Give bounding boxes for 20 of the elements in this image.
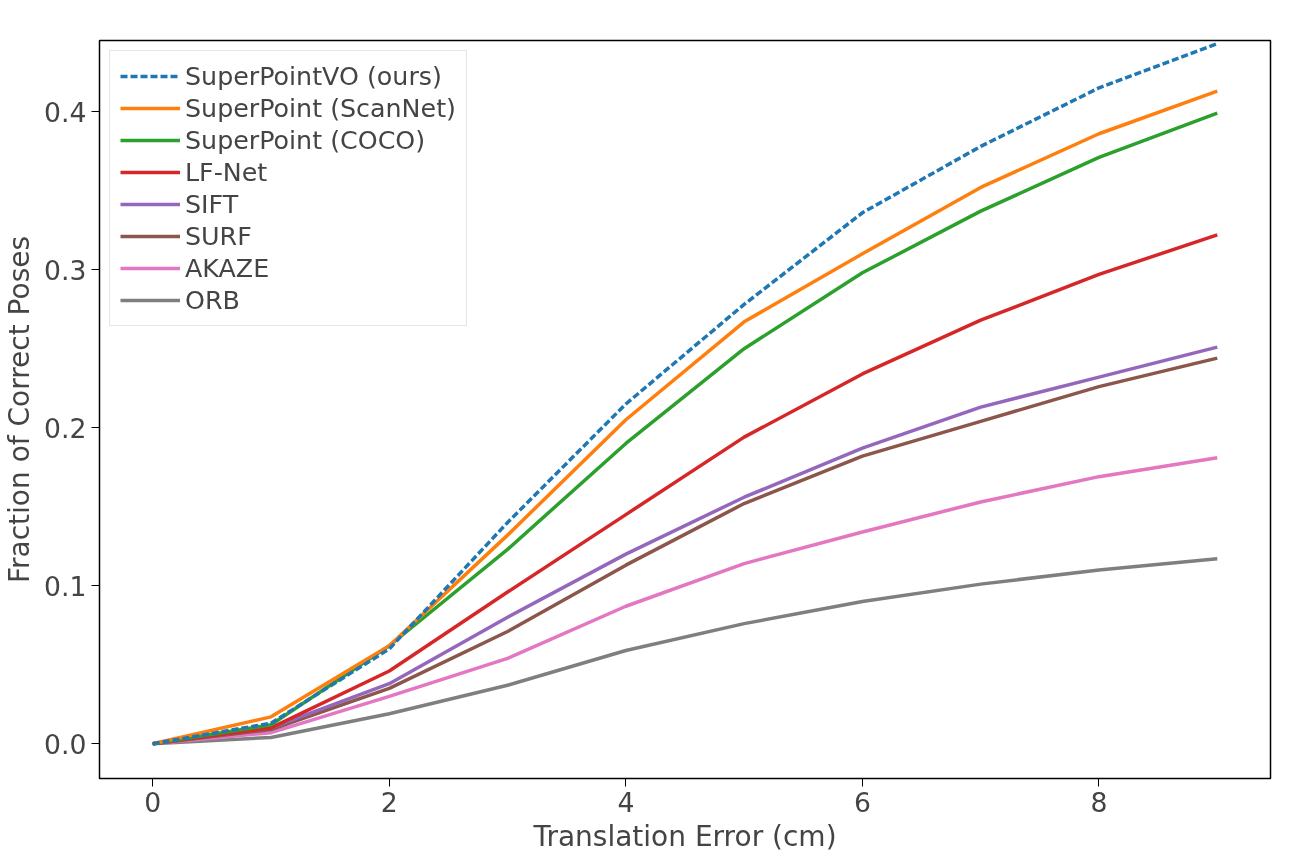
- legend-label: SURF: [185, 221, 252, 251]
- legend-label: AKAZE: [185, 253, 270, 283]
- y-tick-label: 0.1: [44, 570, 87, 602]
- legend-label: SIFT: [185, 189, 239, 219]
- x-tick-label: 8: [1090, 786, 1108, 818]
- legend-label: SuperPoint (COCO): [185, 125, 426, 155]
- x-tick-label: 6: [853, 786, 871, 818]
- legend-label: SuperPoint (ScanNet): [185, 93, 456, 123]
- legend-label: LF-Net: [185, 157, 268, 187]
- x-tick-label: 4: [617, 786, 635, 818]
- y-tick-label: 0.3: [44, 254, 87, 286]
- x-tick-label: 2: [380, 786, 398, 818]
- x-axis-title: Translation Error (cm): [532, 819, 837, 853]
- legend-label: SuperPointVO (ours): [185, 61, 442, 91]
- legend-label: ORB: [185, 285, 240, 315]
- x-tick-label: 0: [144, 786, 162, 818]
- y-tick-label: 0.2: [44, 412, 87, 444]
- y-axis-title: Fraction of Correct Poses: [3, 235, 37, 584]
- y-tick-label: 0.0: [44, 728, 87, 760]
- y-tick-label: 0.4: [44, 96, 87, 128]
